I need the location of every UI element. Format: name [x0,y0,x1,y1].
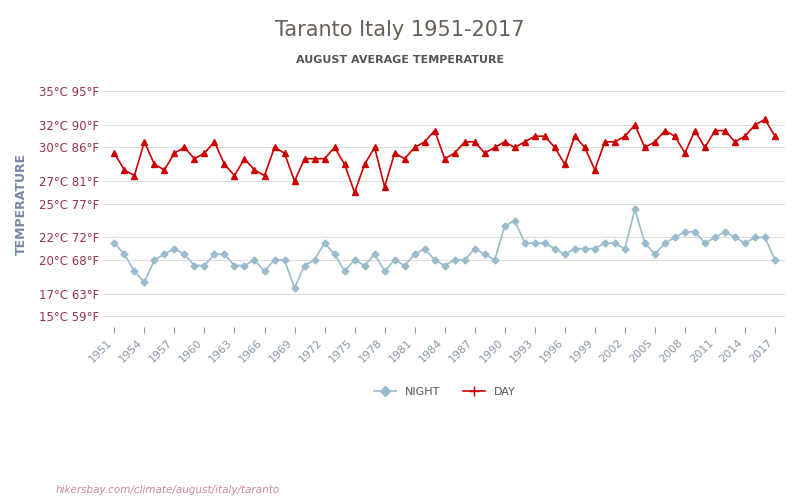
Legend: NIGHT, DAY: NIGHT, DAY [370,382,520,401]
Text: Taranto Italy 1951-2017: Taranto Italy 1951-2017 [275,20,525,40]
Text: hikersbay.com/climate/august/italy/taranto: hikersbay.com/climate/august/italy/taran… [56,485,280,495]
Y-axis label: TEMPERATURE: TEMPERATURE [15,152,28,254]
Text: AUGUST AVERAGE TEMPERATURE: AUGUST AVERAGE TEMPERATURE [296,55,504,65]
